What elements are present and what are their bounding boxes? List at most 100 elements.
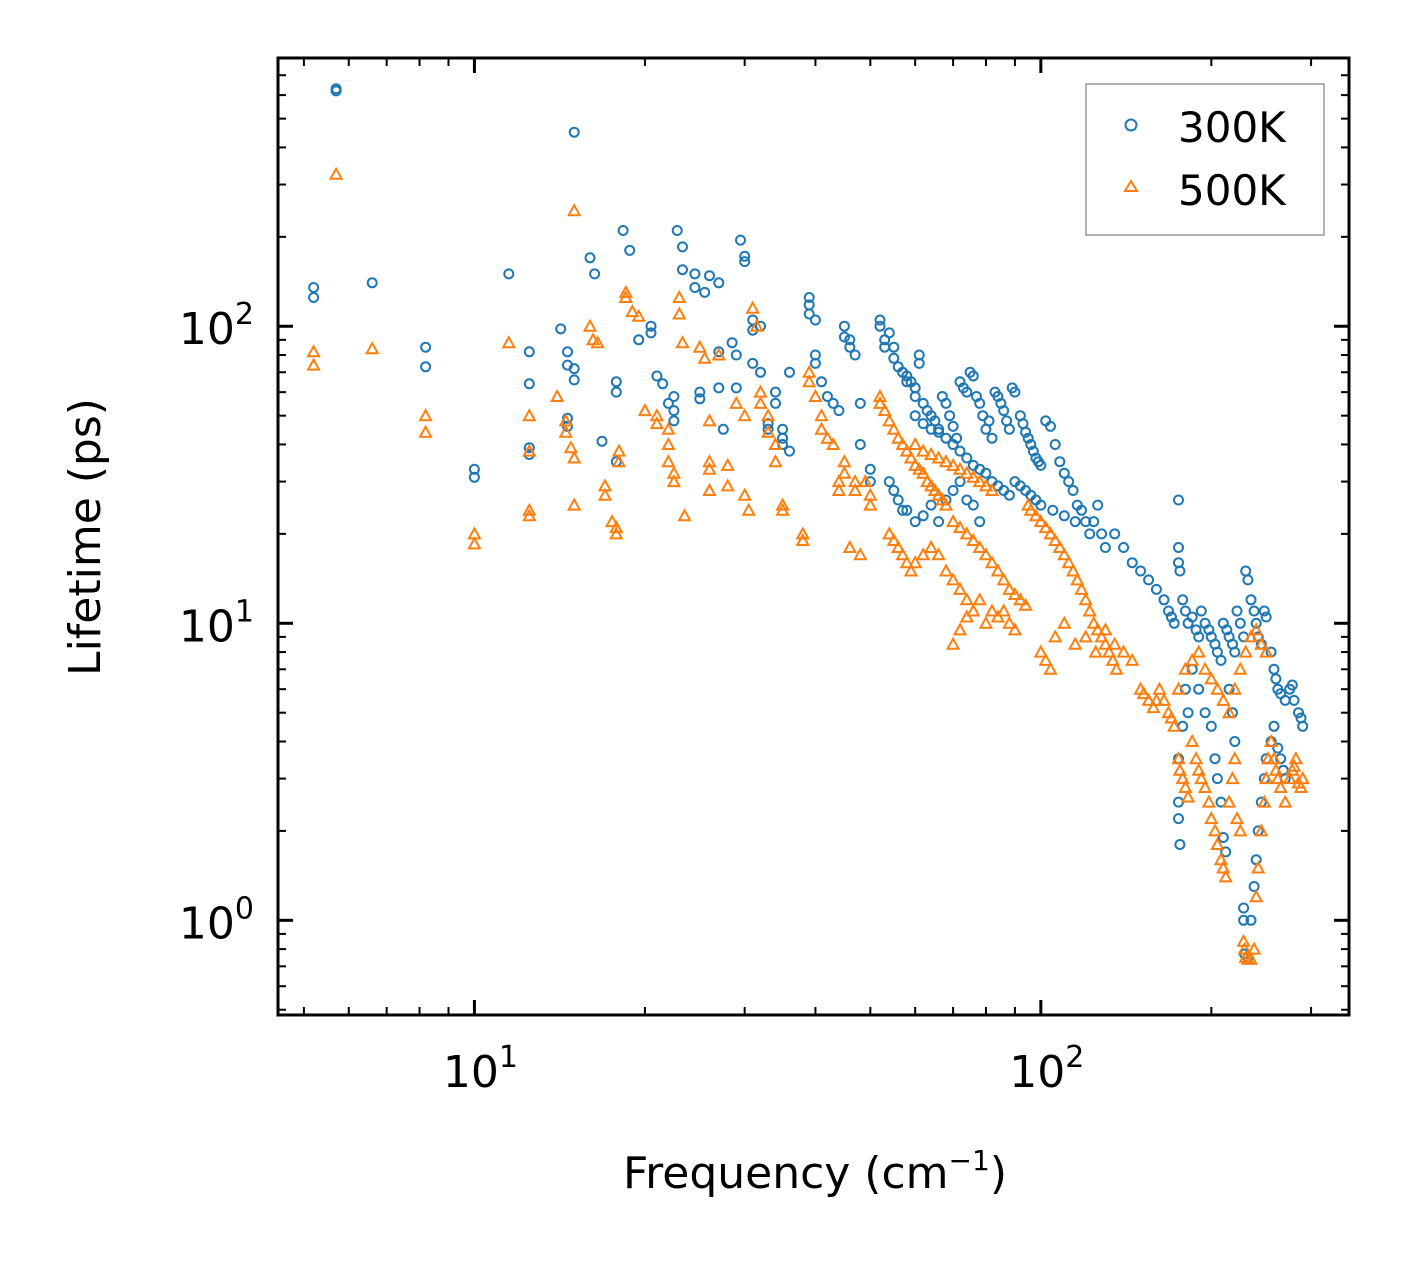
data-point-300k bbox=[909, 516, 921, 528]
data-point-300k bbox=[809, 357, 821, 369]
data-point-500k bbox=[1090, 622, 1105, 636]
data-point-500k bbox=[945, 636, 961, 650]
data-point-500k bbox=[1225, 771, 1240, 785]
data-point-500k bbox=[1068, 636, 1083, 650]
data-point-300k bbox=[980, 467, 992, 479]
data-point-500k bbox=[729, 395, 744, 409]
data-point-300k bbox=[864, 463, 876, 475]
data-point-300k bbox=[1009, 386, 1021, 398]
data-point-500k bbox=[847, 474, 863, 488]
data-point-500k bbox=[952, 520, 968, 534]
data-point-500k bbox=[672, 289, 687, 303]
data-point-500k bbox=[895, 547, 910, 561]
data-point-500k bbox=[720, 478, 735, 492]
data-point-300k bbox=[1250, 617, 1262, 629]
data-point-500k bbox=[984, 603, 1000, 617]
x-tick-label: 101 bbox=[443, 1040, 518, 1098]
data-point-300k bbox=[1143, 574, 1155, 586]
data-point-500k bbox=[768, 454, 783, 468]
data-point-300k bbox=[770, 397, 781, 409]
data-point-500k bbox=[931, 450, 946, 464]
data-point-300k bbox=[1069, 516, 1081, 528]
data-point-500k bbox=[1178, 661, 1193, 675]
data-point-300k bbox=[1297, 720, 1309, 732]
data-point-500k bbox=[418, 424, 433, 438]
data-point-500k bbox=[1243, 629, 1259, 643]
data-point-500k bbox=[1259, 644, 1274, 658]
data-point-500k bbox=[567, 203, 582, 217]
data-point-500k bbox=[842, 539, 857, 553]
data-point-300k bbox=[833, 405, 845, 417]
data-point-500k bbox=[1141, 692, 1156, 706]
data-point-500k bbox=[895, 436, 910, 450]
data-point-300k bbox=[624, 244, 636, 256]
data-point-500k bbox=[908, 555, 923, 569]
data-point-300k bbox=[1126, 557, 1138, 569]
data-point-300k bbox=[974, 397, 986, 409]
data-point-500k bbox=[1266, 751, 1282, 765]
data-point-300k bbox=[961, 386, 973, 398]
data-point-500k bbox=[1007, 586, 1023, 600]
data-point-500k bbox=[863, 497, 878, 511]
data-point-500k bbox=[1149, 692, 1164, 706]
data-point-300k bbox=[1118, 542, 1130, 553]
data-point-500k bbox=[1052, 539, 1067, 553]
data-point-500k bbox=[872, 388, 888, 402]
data-point-500k bbox=[1254, 823, 1269, 837]
data-point-500k bbox=[649, 408, 665, 422]
data-point-500k bbox=[550, 388, 565, 402]
data-point-300k bbox=[1215, 654, 1227, 666]
plot-frame bbox=[276, 56, 1351, 1017]
data-point-500k bbox=[1156, 692, 1172, 706]
data-point-300k bbox=[1109, 528, 1121, 540]
data-point-500k bbox=[1180, 789, 1196, 803]
data-point-300k bbox=[940, 432, 952, 444]
data-point-300k bbox=[739, 256, 751, 268]
data-point-300k bbox=[1211, 773, 1223, 785]
data-point-500k bbox=[590, 335, 605, 349]
data-point-500k bbox=[938, 563, 954, 577]
data-point-500k bbox=[631, 308, 646, 322]
data-point-500k bbox=[1293, 779, 1309, 793]
data-point-300k bbox=[1063, 476, 1075, 488]
data-point-500k bbox=[1188, 751, 1204, 765]
data-point-300k bbox=[1076, 504, 1087, 516]
data-point-500k bbox=[775, 497, 790, 511]
data-point-300k bbox=[827, 397, 839, 409]
data-point-500k bbox=[1057, 615, 1072, 629]
data-point-300k bbox=[888, 341, 900, 353]
data-point-500k bbox=[1002, 581, 1017, 595]
data-point-300k bbox=[883, 327, 895, 339]
data-point-500k bbox=[522, 502, 537, 516]
data-point-500k bbox=[768, 436, 783, 450]
data-point-500k bbox=[611, 454, 627, 468]
data-point-500k bbox=[952, 581, 968, 595]
data-point-300k bbox=[1238, 914, 1250, 926]
data-point-500k bbox=[702, 482, 717, 496]
data-point-300k bbox=[1195, 605, 1207, 617]
data-point-500k bbox=[328, 166, 344, 180]
data-point-500k bbox=[720, 457, 735, 471]
data-point-500k bbox=[1216, 860, 1231, 874]
data-point-500k bbox=[984, 482, 1000, 496]
data-point-500k bbox=[1210, 681, 1225, 695]
data-point-300k bbox=[330, 85, 342, 97]
data-point-300k bbox=[1245, 914, 1257, 926]
data-point-500k bbox=[923, 539, 939, 553]
data-point-300k bbox=[998, 405, 1010, 417]
data-point-300k bbox=[668, 405, 680, 417]
data-point-300k bbox=[901, 504, 913, 516]
data-point-300k bbox=[694, 386, 706, 398]
legend-frame bbox=[1085, 83, 1325, 236]
data-point-300k bbox=[1054, 456, 1066, 468]
data-point-500k bbox=[597, 487, 613, 501]
data-point-500k bbox=[1107, 636, 1122, 650]
data-point-300k bbox=[874, 314, 886, 326]
data-point-500k bbox=[1088, 644, 1103, 658]
data-point-300k bbox=[1209, 753, 1221, 765]
data-point-500k bbox=[1213, 852, 1229, 866]
data-point-300k bbox=[1084, 528, 1096, 540]
data-point-300k bbox=[1168, 617, 1180, 629]
data-point-500k bbox=[1057, 547, 1072, 561]
data-point-300k bbox=[809, 314, 821, 326]
